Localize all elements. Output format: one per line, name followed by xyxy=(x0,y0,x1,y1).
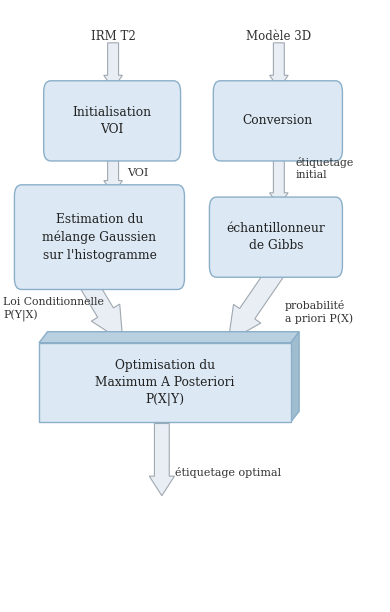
Text: étiquetage
initial: étiquetage initial xyxy=(296,157,354,180)
Polygon shape xyxy=(104,151,122,194)
Bar xyxy=(39,343,291,422)
FancyBboxPatch shape xyxy=(44,81,181,161)
FancyBboxPatch shape xyxy=(209,197,342,277)
Text: IRM T2: IRM T2 xyxy=(91,30,135,43)
Text: Loi Conditionnelle
P(Y|X): Loi Conditionnelle P(Y|X) xyxy=(3,297,104,322)
Polygon shape xyxy=(291,332,299,422)
Polygon shape xyxy=(39,332,299,343)
Text: VOI: VOI xyxy=(127,168,148,177)
Polygon shape xyxy=(78,275,123,341)
Text: Conversion: Conversion xyxy=(243,114,313,127)
Polygon shape xyxy=(149,424,174,496)
FancyBboxPatch shape xyxy=(213,81,342,161)
Text: Optimisation du
Maximum A Posteriori
P(X|Y): Optimisation du Maximum A Posteriori P(X… xyxy=(95,359,234,406)
Polygon shape xyxy=(228,263,286,341)
Polygon shape xyxy=(269,151,288,206)
Text: probabilité
a priori P(X): probabilité a priori P(X) xyxy=(285,300,353,324)
Text: Initialisation
VOI: Initialisation VOI xyxy=(73,106,152,136)
Text: étiquetage optimal: étiquetage optimal xyxy=(175,467,281,478)
Polygon shape xyxy=(269,43,288,89)
Text: Estimation du
mélange Gaussien
sur l'histogramme: Estimation du mélange Gaussien sur l'his… xyxy=(43,213,156,261)
Polygon shape xyxy=(104,43,122,89)
Text: échantillonneur
de Gibbs: échantillonneur de Gibbs xyxy=(227,222,325,252)
Text: Modèle 3D: Modèle 3D xyxy=(246,30,311,43)
FancyBboxPatch shape xyxy=(14,185,184,289)
